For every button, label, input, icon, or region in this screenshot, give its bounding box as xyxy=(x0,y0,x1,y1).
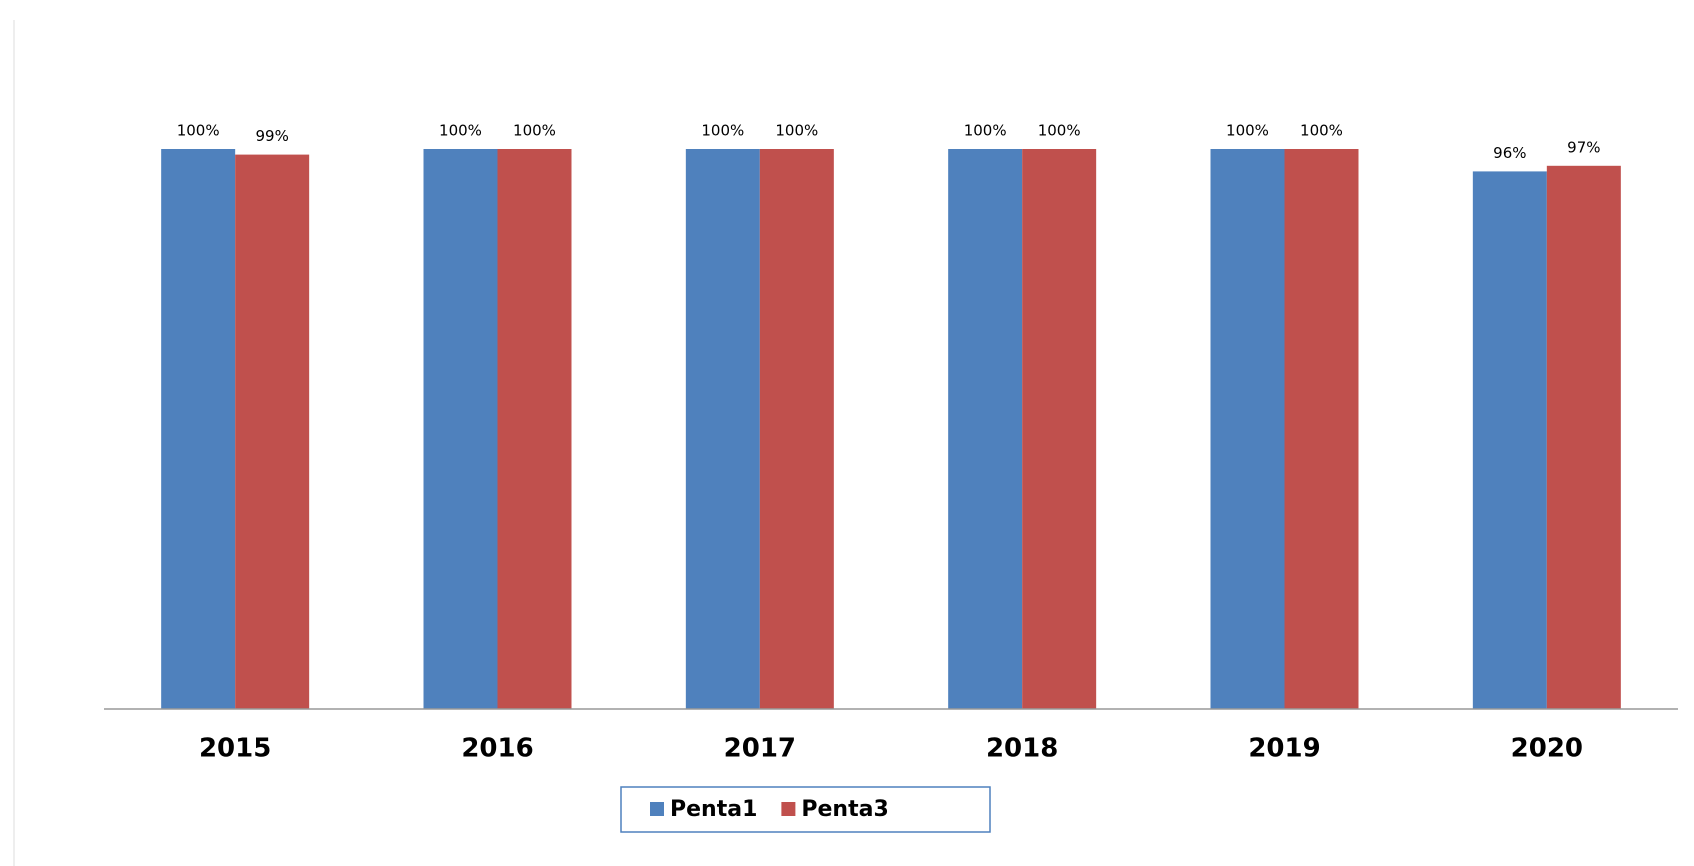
bar xyxy=(1546,165,1621,710)
x-tick-label: 2020 xyxy=(1511,734,1583,764)
x-tick-label: 2018 xyxy=(986,734,1058,764)
data-label: 100% xyxy=(513,122,556,140)
bar xyxy=(497,149,572,709)
data-label: 100% xyxy=(964,122,1007,140)
data-label: 100% xyxy=(177,122,220,140)
data-label: 96% xyxy=(1493,144,1526,162)
bar xyxy=(161,149,236,709)
bar xyxy=(1022,149,1097,709)
legend-label: Penta1 xyxy=(670,797,757,822)
data-label: 100% xyxy=(775,122,818,140)
legend-swatch xyxy=(650,802,664,816)
x-tick-label: 2017 xyxy=(724,734,796,764)
data-label: 99% xyxy=(255,127,288,145)
x-tick-label: 2015 xyxy=(199,734,271,764)
data-label: 100% xyxy=(439,122,482,140)
x-tick-label: 2019 xyxy=(1248,734,1320,764)
legend-swatch xyxy=(781,802,796,816)
data-label: 100% xyxy=(1038,122,1081,140)
bar xyxy=(759,149,834,709)
data-label: 100% xyxy=(701,122,744,140)
x-tick-label: 2016 xyxy=(461,734,533,764)
bar xyxy=(1472,171,1547,709)
data-label: 97% xyxy=(1567,138,1600,156)
bar xyxy=(423,149,498,709)
bar xyxy=(235,154,310,710)
legend-label: Penta3 xyxy=(801,797,888,822)
bar xyxy=(1210,149,1285,709)
bar xyxy=(1284,149,1359,709)
bar xyxy=(685,149,760,709)
data-label: 100% xyxy=(1226,122,1269,140)
bar xyxy=(948,149,1023,709)
legend-box xyxy=(620,786,991,833)
data-label: 100% xyxy=(1300,122,1343,140)
